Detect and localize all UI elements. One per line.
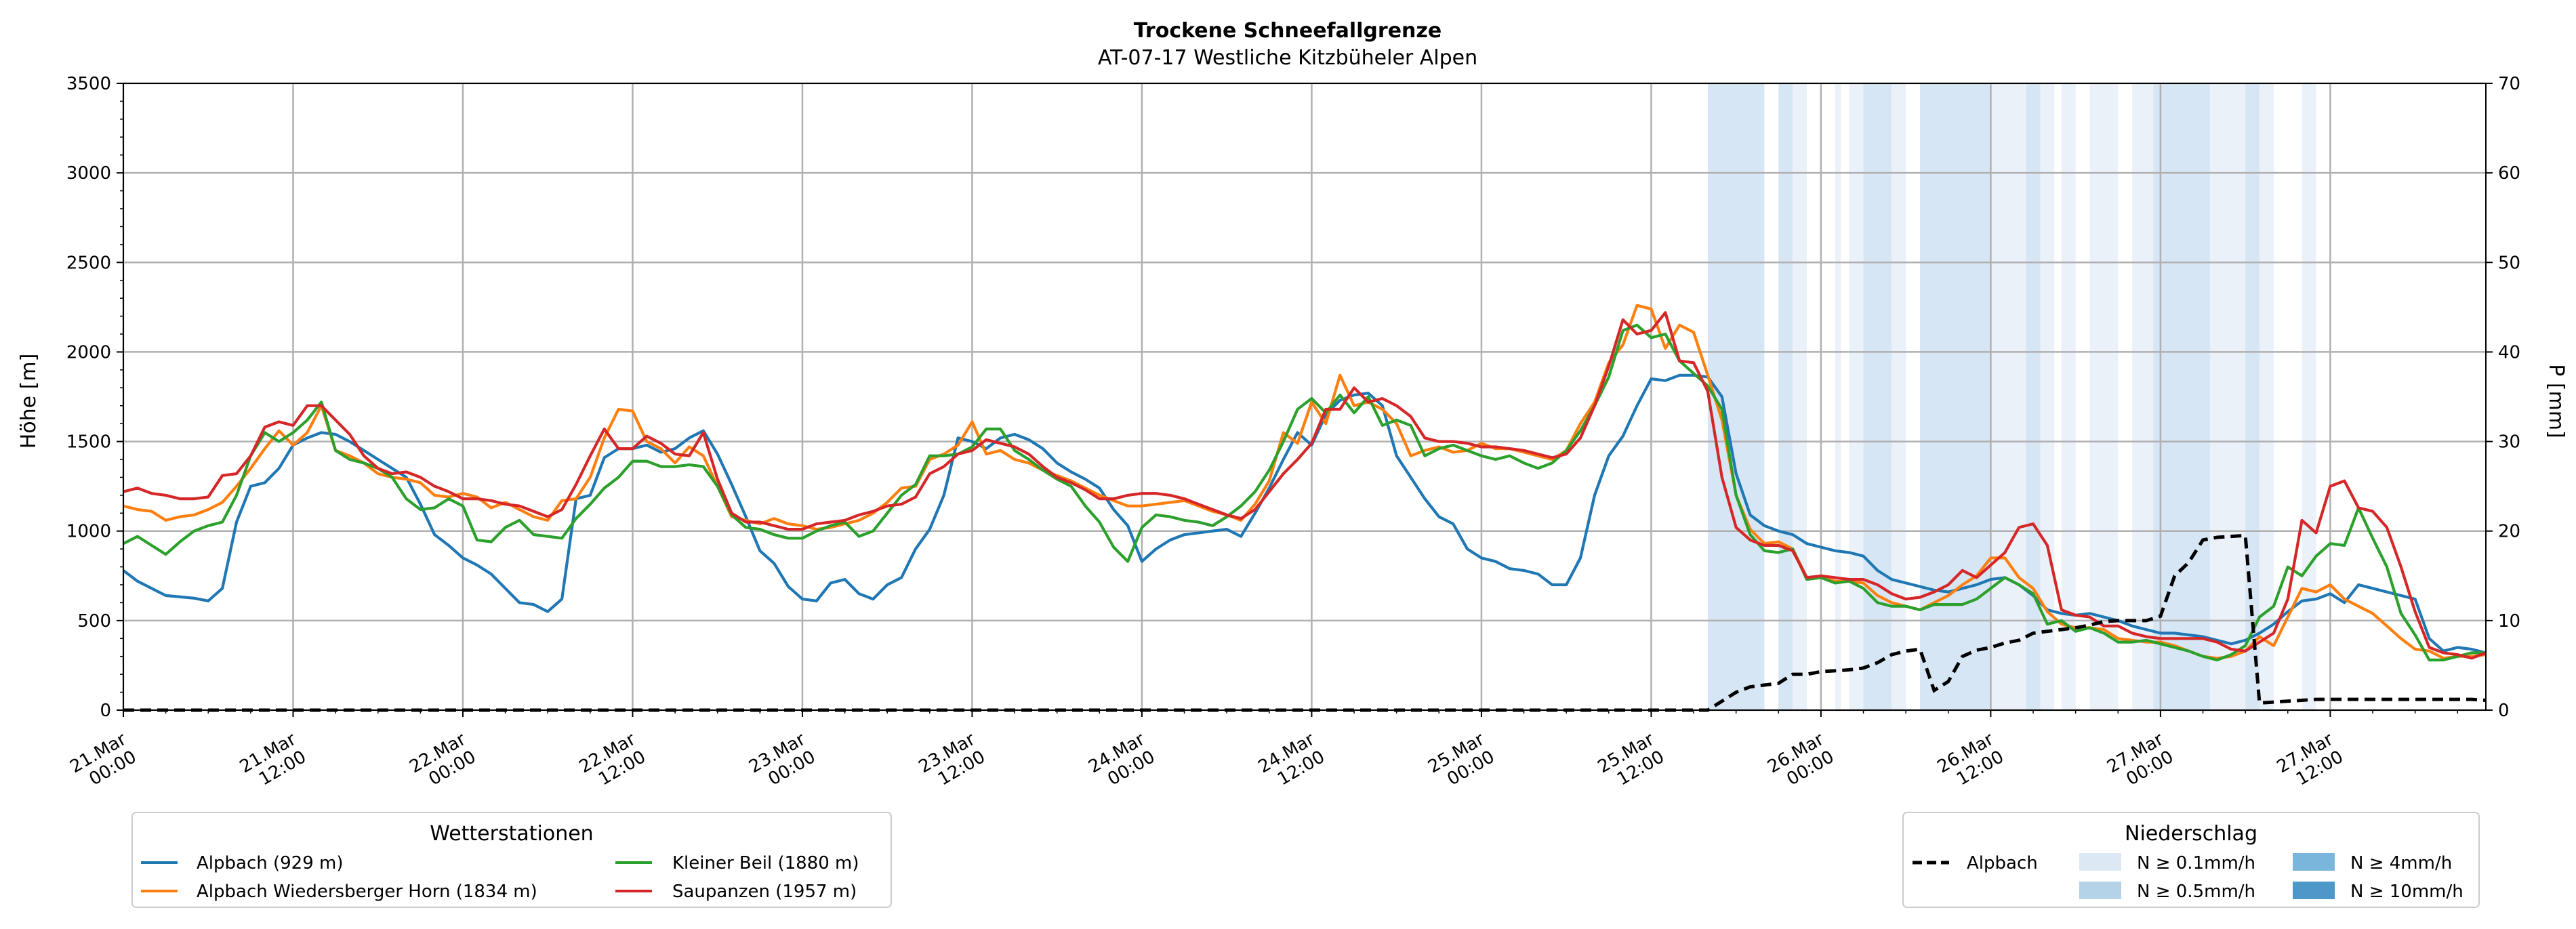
precip-line-layer [123, 533, 2487, 712]
x-tick-label: 22.Mar12:00 [576, 729, 650, 795]
y2-tick-label: 50 [2498, 253, 2520, 273]
precip-band [1778, 83, 1793, 710]
precip-band [1849, 83, 1864, 710]
y-tick-label: 0 [100, 701, 111, 721]
legend-label-wiedersberger: Alpbach Wiedersberger Horn (1834 m) [197, 882, 537, 902]
x-tick-label: 27.Mar12:00 [2274, 729, 2348, 795]
precip-band [1990, 83, 2026, 710]
legend-label-saupanzen: Saupanzen (1957 m) [672, 882, 857, 902]
legend-label-n05: N ≥ 0.5mm/h [2137, 882, 2255, 902]
precip-band [1793, 83, 1807, 710]
x-tick-label: 24.Mar12:00 [1255, 729, 1329, 795]
legend-stations-title: Wetterstationen [430, 822, 593, 846]
x-tick-label: 26.Mar00:00 [1764, 729, 1838, 795]
legend-swatch-n01 [2079, 853, 2121, 871]
x-tick-label: 25.Mar12:00 [1595, 729, 1669, 795]
series-line-3 [123, 311, 2487, 660]
chart-title: Trockene Schneefallgrenze [1134, 19, 1442, 43]
legend-stations-frame [131, 812, 892, 908]
y-tick-label: 3000 [66, 163, 111, 184]
series-line-2 [123, 323, 2486, 662]
y2-tick-label: 30 [2498, 432, 2520, 453]
y-axis-label: Höhe [m] [17, 354, 41, 449]
precip-band [1892, 83, 1906, 710]
x-tick-label: 26.Mar12:00 [1934, 729, 2008, 795]
precip-band [2026, 83, 2041, 710]
y2-tick-label: 70 [2498, 74, 2520, 94]
precip-band [2209, 83, 2246, 710]
y-tick-label: 500 [77, 611, 111, 632]
legend-label-kleiner-beil: Kleiner Beil (1880 m) [672, 853, 859, 873]
precip-line [123, 533, 2487, 712]
series-line-0 [122, 373, 2487, 655]
legend-precip: Niederschlag Alpbach N ≥ 0.1mm/h N ≥ 0.5… [1902, 812, 2480, 908]
legend-precip-title: Niederschlag [2125, 822, 2257, 846]
legend-swatch-n4 [2293, 853, 2335, 871]
precip-band [2245, 83, 2260, 710]
y2-tick-label: 60 [2498, 163, 2520, 184]
precip-band [2089, 83, 2119, 710]
legend-label-precip-line: Alpbach [1967, 853, 2038, 873]
precip-band [1835, 83, 1841, 710]
x-tick-label: 21.Mar00:00 [66, 729, 140, 795]
plot-frame [123, 83, 2487, 711]
x-tick-label: 23.Mar12:00 [916, 729, 989, 795]
x-tick-label: 25.Mar00:00 [1425, 729, 1498, 795]
y-tick-label: 1000 [66, 522, 111, 542]
x-tick-label: 23.Mar00:00 [745, 729, 819, 795]
x-tick-label: 22.Mar00:00 [406, 729, 480, 795]
y2-tick-label: 0 [2498, 701, 2510, 721]
y-tick-label: 1500 [66, 432, 111, 453]
series-lines [122, 304, 2487, 662]
legend-stations: Wetterstationen Alpbach (929 m) Alpbach … [131, 812, 892, 908]
legend-swatch-n10 [2293, 882, 2335, 899]
precip-band [1707, 83, 1765, 710]
chart-subtitle: AT-07-17 Westliche Kitzbüheler Alpen [1098, 46, 1477, 70]
grid-lines [122, 82, 2486, 711]
y2-tick-label: 20 [2498, 522, 2520, 542]
precipitation-bands [1707, 83, 2316, 710]
series-line-1 [123, 304, 2487, 660]
precip-band [2040, 83, 2055, 710]
y2-axis-label: P [mm] [2544, 364, 2568, 438]
precip-band [2061, 83, 2076, 710]
x-tick-label: 24.Mar00:00 [1085, 729, 1159, 795]
precip-band [2153, 83, 2210, 710]
y-tick-label: 3500 [66, 74, 111, 94]
precip-band [1863, 83, 1892, 710]
y-tick-label: 2500 [66, 253, 111, 273]
legend-label-n01: N ≥ 0.1mm/h [2137, 853, 2255, 873]
y2-tick-label: 40 [2498, 342, 2520, 363]
legend-label-n4: N ≥ 4mm/h [2350, 853, 2452, 873]
x-tick-label: 21.Mar12:00 [237, 729, 310, 795]
x-tick-label: 27.Mar00:00 [2104, 729, 2178, 795]
y-tick-label: 2000 [66, 342, 111, 363]
precip-band [2260, 83, 2274, 710]
legend-precip-frame [1902, 812, 2480, 908]
legend-swatch-n05 [2079, 882, 2121, 899]
precip-band [2302, 83, 2316, 710]
precip-band [2132, 83, 2154, 710]
precip-band [1920, 83, 1991, 710]
legend-label-alpbach: Alpbach (929 m) [197, 853, 344, 873]
legend-label-n10: N ≥ 10mm/h [2350, 882, 2463, 902]
y2-tick-label: 10 [2498, 611, 2520, 632]
